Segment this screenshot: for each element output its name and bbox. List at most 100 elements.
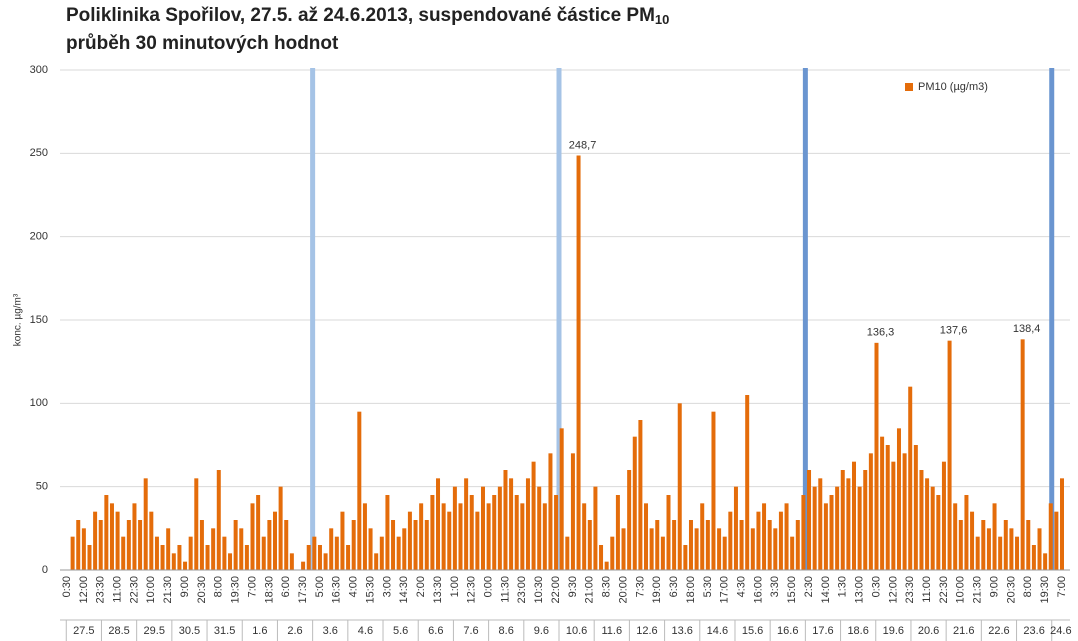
bar bbox=[183, 561, 188, 570]
x-tick-label: 10:00 bbox=[145, 576, 157, 604]
bar bbox=[913, 445, 918, 570]
x-tick-label: 9:00 bbox=[179, 576, 191, 597]
data-label: 138,4 bbox=[1013, 323, 1041, 335]
bar bbox=[509, 478, 514, 570]
x-tick-label: 7:00 bbox=[1056, 576, 1068, 597]
x-tick-label: 21:30 bbox=[162, 576, 174, 604]
bar bbox=[391, 520, 396, 570]
bar bbox=[115, 511, 120, 570]
bar bbox=[846, 478, 851, 570]
bar bbox=[733, 486, 738, 570]
bar bbox=[81, 528, 86, 570]
bar bbox=[638, 420, 643, 570]
bar bbox=[458, 503, 463, 570]
x-tick-label: 8:00 bbox=[213, 576, 225, 597]
date-label: 8.6 bbox=[499, 625, 514, 637]
y-tick-label: 50 bbox=[36, 481, 48, 493]
bar bbox=[323, 553, 328, 570]
bar bbox=[559, 428, 564, 570]
bar bbox=[925, 478, 930, 570]
x-tick-label: 12:30 bbox=[466, 576, 478, 604]
bar bbox=[525, 478, 530, 570]
bar bbox=[576, 155, 581, 570]
x-tick-label: 19:30 bbox=[1039, 576, 1051, 604]
x-tick-label: 13:30 bbox=[432, 576, 444, 604]
bar bbox=[801, 495, 806, 570]
date-label: 16.6 bbox=[777, 625, 798, 637]
bar bbox=[497, 486, 502, 570]
x-tick-label: 11:00 bbox=[921, 576, 933, 603]
bar bbox=[998, 536, 1003, 570]
bar bbox=[1026, 520, 1031, 570]
x-tick-label: 2:30 bbox=[803, 576, 815, 597]
x-tick-label: 9:00 bbox=[988, 576, 1000, 597]
date-label: 24.6 bbox=[1050, 625, 1071, 637]
y-tick-label: 150 bbox=[30, 314, 48, 326]
bar bbox=[880, 436, 885, 570]
date-label: 22.6 bbox=[988, 625, 1009, 637]
x-tick-label: 6:00 bbox=[280, 576, 292, 597]
bar bbox=[941, 461, 946, 570]
bar bbox=[430, 495, 435, 570]
bar bbox=[109, 503, 114, 570]
bar bbox=[1015, 536, 1020, 570]
bar bbox=[503, 470, 508, 570]
x-tick-label: 16:00 bbox=[752, 576, 764, 604]
bar bbox=[908, 386, 913, 570]
bar bbox=[829, 495, 834, 570]
bar bbox=[835, 486, 840, 570]
bar bbox=[413, 520, 418, 570]
x-tick-label: 2:00 bbox=[415, 576, 427, 597]
x-tick-label: 3:30 bbox=[769, 576, 781, 597]
bar bbox=[970, 511, 975, 570]
bar bbox=[211, 528, 216, 570]
bar bbox=[480, 486, 485, 570]
x-tick-label: 15:30 bbox=[364, 576, 376, 604]
x-tick-label: 4:30 bbox=[735, 576, 747, 597]
bar bbox=[930, 486, 935, 570]
bar bbox=[632, 436, 637, 570]
date-label: 6.6 bbox=[428, 625, 443, 637]
bar bbox=[660, 536, 665, 570]
bar bbox=[868, 453, 873, 570]
bar bbox=[947, 340, 952, 570]
bar bbox=[520, 503, 525, 570]
x-tick-label: 20:30 bbox=[196, 576, 208, 604]
bar bbox=[711, 411, 716, 570]
bar bbox=[790, 536, 795, 570]
bar bbox=[76, 520, 81, 570]
bar bbox=[385, 495, 390, 570]
x-tick-label: 0:00 bbox=[483, 576, 495, 597]
bar bbox=[818, 478, 823, 570]
bar bbox=[621, 528, 626, 570]
bar bbox=[475, 511, 480, 570]
bar bbox=[436, 478, 441, 570]
chart-title: Poliklinika Spořilov, 27.5. až 24.6.2013… bbox=[66, 5, 669, 27]
bar bbox=[93, 511, 98, 570]
x-tick-label: 22:30 bbox=[128, 576, 140, 604]
bar bbox=[177, 545, 182, 570]
x-tick-label: 20:00 bbox=[617, 576, 629, 604]
bar bbox=[222, 536, 227, 570]
bar bbox=[267, 520, 272, 570]
bar bbox=[548, 453, 553, 570]
x-tick-label: 21:00 bbox=[584, 576, 596, 604]
bar bbox=[672, 520, 677, 570]
bar bbox=[666, 495, 671, 570]
bar bbox=[256, 495, 261, 570]
x-tick-label: 5:30 bbox=[702, 576, 714, 597]
bar bbox=[340, 511, 345, 570]
bar bbox=[582, 503, 587, 570]
bar bbox=[301, 561, 306, 570]
date-label: 21.6 bbox=[953, 625, 974, 637]
bar bbox=[171, 553, 176, 570]
x-tick-label: 23:00 bbox=[516, 576, 528, 604]
bar bbox=[683, 545, 688, 570]
date-label: 9.6 bbox=[534, 625, 549, 637]
bar bbox=[554, 495, 559, 570]
bar bbox=[722, 536, 727, 570]
bar bbox=[244, 545, 249, 570]
x-tick-label: 17:00 bbox=[719, 576, 731, 604]
bar bbox=[615, 495, 620, 570]
